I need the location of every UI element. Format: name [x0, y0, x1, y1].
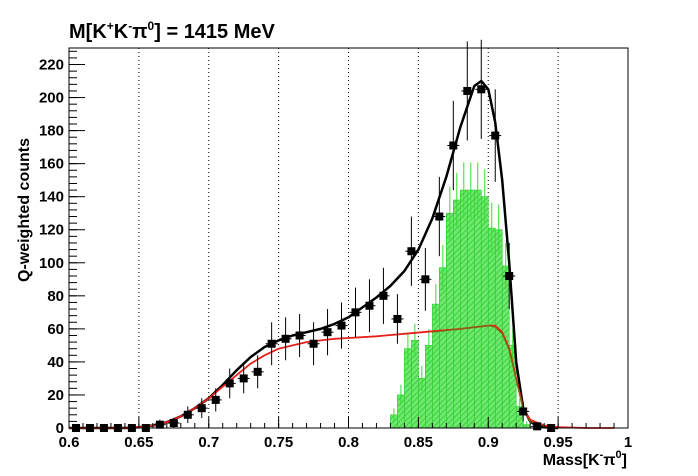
x-tick-label: 0.7 [198, 434, 219, 451]
data-point [183, 410, 192, 419]
data-point [519, 407, 528, 416]
data-point [337, 321, 346, 330]
data-point [449, 141, 458, 150]
data-point [239, 374, 248, 383]
data-point [463, 86, 472, 95]
histogram-bar [446, 212, 454, 429]
x-tick-label: 1 [624, 434, 632, 451]
histogram-bar [453, 199, 461, 429]
data-point [295, 331, 304, 340]
chart-title: M[K+K-π0] = 1415 MeV [69, 19, 276, 43]
x-tick-label: 0.6 [59, 434, 80, 451]
y-tick-label: 60 [47, 321, 64, 338]
x-tick-label: 0.95 [544, 434, 573, 451]
data-point [253, 367, 262, 376]
histogram-bar [473, 189, 482, 429]
data-point [393, 314, 402, 323]
histogram [390, 162, 531, 429]
fit-curves [69, 79, 614, 430]
data-point [267, 339, 276, 348]
x-tick-label: 0.75 [264, 434, 293, 451]
y-tick-label: 200 [39, 90, 64, 107]
y-tick-label: 40 [47, 354, 64, 371]
y-tick-label: 160 [39, 156, 64, 173]
x-tick-label: 0.9 [478, 434, 499, 451]
signal-fit-curve [432, 325, 545, 427]
y-tick-label: 120 [39, 222, 64, 239]
data-point [169, 419, 178, 428]
data-point [379, 291, 388, 300]
x-axis: 0.6 0.65 0.7 0.75 0.8 0.85 0.9 0.95 1 [59, 417, 632, 451]
y-tick-label: 100 [39, 255, 64, 272]
histogram-bar [487, 227, 496, 429]
histogram-bar [480, 196, 489, 429]
data-point [211, 395, 220, 404]
y-axis: 0 20 40 60 80 100 120 140 160 180 200 220 [39, 50, 85, 437]
data-point [351, 308, 360, 317]
data-point [477, 85, 486, 94]
data-point [421, 275, 430, 284]
data-point [533, 422, 542, 431]
y-axis-label: Q-weighted counts [16, 138, 33, 282]
histogram-bar [439, 267, 447, 429]
data-point [197, 404, 206, 413]
histogram-bar [466, 189, 475, 429]
data-point [435, 212, 444, 221]
data-point [225, 379, 234, 388]
data-point [491, 131, 500, 140]
y-tick-label: 0 [56, 420, 64, 437]
x-tick-label: 0.65 [124, 434, 153, 451]
y-tick-label: 220 [39, 57, 64, 74]
data-point [309, 339, 318, 348]
y-tick-label: 80 [47, 288, 64, 305]
data-point [505, 272, 514, 280]
histogram-bar [459, 189, 468, 429]
x-tick-label: 0.85 [404, 434, 433, 451]
y-tick-label: 180 [39, 123, 64, 140]
data-point [281, 334, 290, 343]
data-point [323, 328, 332, 337]
data-point [365, 301, 374, 310]
data-point [407, 247, 416, 256]
x-axis-label: Mass[K-π0] [543, 449, 627, 469]
data-point [155, 420, 164, 429]
y-tick-label: 140 [39, 189, 64, 206]
y-tick-label: 20 [47, 387, 64, 404]
x-tick-label: 0.8 [338, 434, 359, 451]
